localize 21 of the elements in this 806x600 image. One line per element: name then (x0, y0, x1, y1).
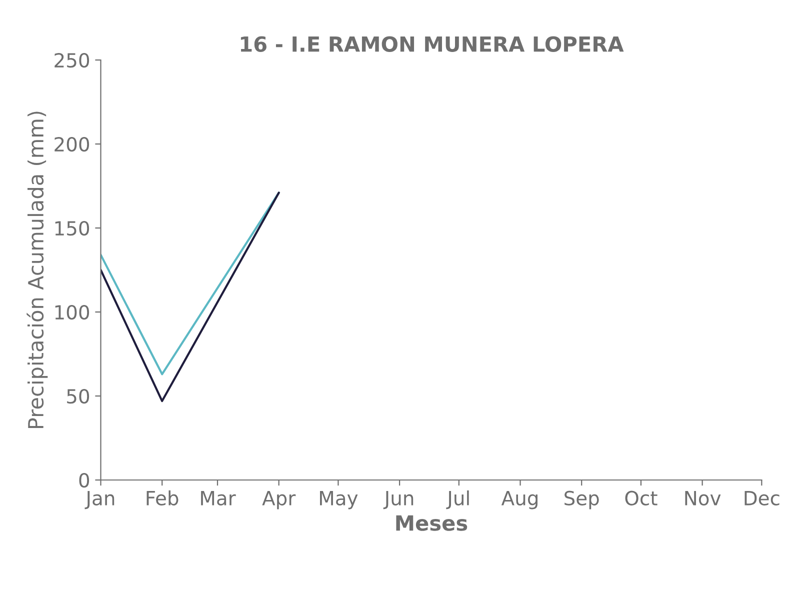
y-tick-label: 200 (54, 136, 90, 152)
chart-title: 16 - I.E RAMON MUNERA LOPERA (240, 36, 624, 52)
x-tick-label: Jul (446, 490, 469, 510)
x-tick-label: Aug (501, 491, 538, 510)
y-axis-title: Precipitación Acumulada (mm) (26, 112, 48, 428)
x-tick-label: Sep (564, 490, 599, 510)
x-tick-label: Nov (685, 491, 721, 506)
x-tick-label: Oct (625, 490, 658, 506)
y-tick-label: 100 (55, 304, 90, 320)
x-tick-label: Jun (383, 491, 414, 510)
y-tick-label: 250 (54, 52, 90, 68)
x-axis-title: Meses (396, 515, 468, 531)
y-tick-label: 0 (79, 472, 90, 488)
y-tick-label: 50 (67, 388, 90, 404)
x-tick-label: May (320, 491, 358, 510)
x-tick-label: Feb (146, 490, 178, 506)
x-tick-label: Apr (262, 491, 296, 510)
x-tick-label: Jan (84, 491, 114, 510)
x-tick-label: Mar (201, 491, 236, 506)
y-tick-label: 150 (55, 220, 90, 236)
x-tick-label: Dec (744, 491, 780, 506)
